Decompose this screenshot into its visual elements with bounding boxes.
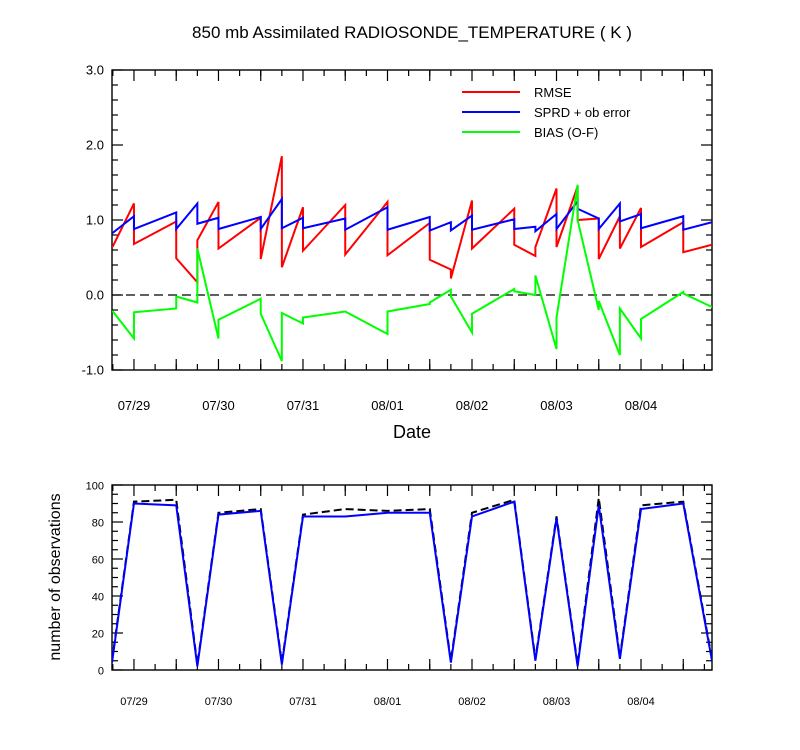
y-tick-label-2-0: 2.0 [86,138,104,153]
y-tick-label-80: 80 [92,518,104,530]
y-tick-label-100: 100 [86,481,104,493]
y-tick-label-1-0: 1.0 [86,213,104,228]
x-tick-label-07-31: 07/31 [287,398,320,413]
series-line-sprd-ob-error [112,195,712,234]
y-tick-label-20: 20 [92,629,104,641]
x-tick-label-08-03: 08/03 [543,696,571,708]
x-tick-label-08-01: 08/01 [371,398,404,413]
x-tick-label-07-30: 07/30 [205,696,233,708]
x-tick-label-07-29: 07/29 [118,398,151,413]
y-tick-label-3-0: 3.0 [86,63,104,78]
series-line-bias-o-f [112,184,712,362]
y-axis-title-bottom: number of observations [47,493,64,660]
x-axis-title: Date [393,422,431,442]
x-tick-label-07-30: 07/30 [202,398,235,413]
x-tick-label-08-02: 08/02 [456,398,489,413]
legend-label-sprd-ob-error: SPRD + ob error [534,105,631,120]
chart-title: 850 mb Assimilated RADIOSONDE_TEMPERATUR… [192,23,632,42]
bottom-plot: 07/29 07/30 07/31 08/01 08/02 08/03 08/04 0 20 40… [86,481,713,708]
x-tick-label-08-04: 08/04 [627,696,655,708]
x-tick-label-08-01: 08/01 [374,696,402,708]
series-line-used [112,500,712,667]
y-tick-label-40: 40 [92,592,104,604]
top-plot: 07/29 07/30 07/31 08/01 08/02 08/03 08/04 -1.0 0… [82,63,713,413]
x-tick-label-07-29: 07/29 [120,696,148,708]
y-tick-label-1-0: -1.0 [82,363,104,378]
y-tick-label-60: 60 [92,555,104,567]
series-line-rmse [112,156,712,285]
y-tick-label-0-0: 0.0 [86,288,104,303]
x-tick-label-08-03: 08/03 [540,398,573,413]
legend-label-bias-o-f: BIAS (O-F) [534,125,598,140]
legend-label-rmse: RMSE [534,85,572,100]
x-tick-label-07-31: 07/31 [289,696,317,708]
x-tick-label-08-02: 08/02 [458,696,486,708]
y-tick-label-0: 0 [98,666,104,678]
x-tick-label-08-04: 08/04 [625,398,658,413]
